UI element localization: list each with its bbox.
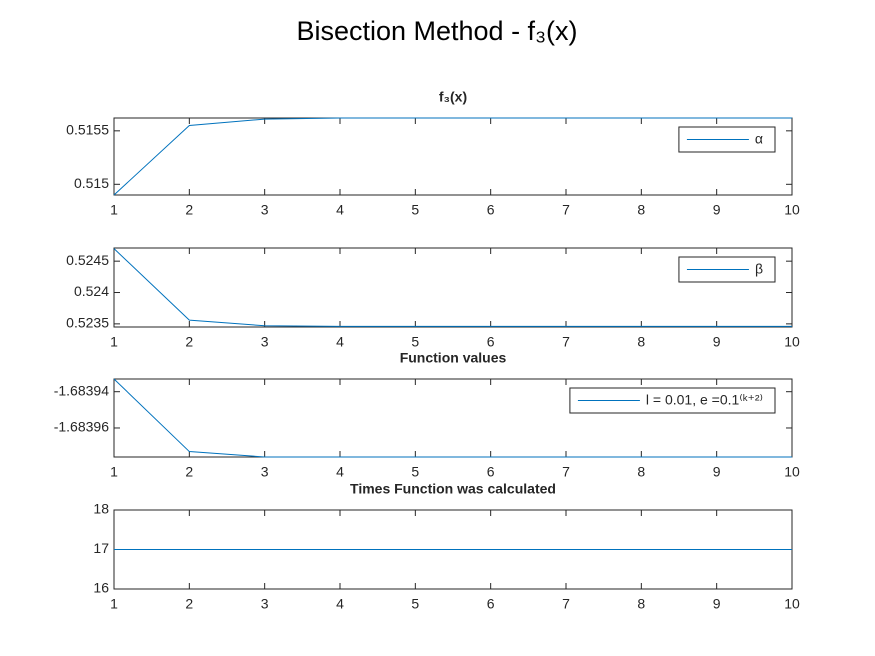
x-tick-label: 6 <box>487 202 495 218</box>
subplot-title: f₃(x) <box>439 89 467 105</box>
data-line <box>113 117 792 196</box>
x-tick-label: 10 <box>784 596 800 612</box>
x-tick-label: 2 <box>185 202 193 218</box>
x-tick-label: 1 <box>110 202 118 218</box>
x-tick-label: 4 <box>336 202 344 218</box>
x-tick-label: 8 <box>637 334 645 350</box>
x-tick-label: 10 <box>784 202 800 218</box>
x-tick-label: 5 <box>411 596 419 612</box>
x-tick-label: 3 <box>261 334 269 350</box>
y-tick-label: 0.515 <box>74 175 109 191</box>
x-tick-label: 6 <box>487 596 495 612</box>
x-tick-label: 7 <box>562 464 570 480</box>
x-tick-label: 7 <box>562 596 570 612</box>
x-tick-label: 4 <box>336 464 344 480</box>
x-tick-label: 8 <box>637 202 645 218</box>
legend-label: β <box>755 261 763 277</box>
x-tick-label: 4 <box>336 334 344 350</box>
x-tick-label: 3 <box>261 464 269 480</box>
legend-label: α <box>755 131 763 147</box>
x-tick-label: 1 <box>110 596 118 612</box>
x-tick-label: 8 <box>637 464 645 480</box>
x-tick-label: 6 <box>487 334 495 350</box>
y-tick-label: -1.68396 <box>54 419 109 435</box>
y-tick-label: 0.524 <box>74 283 109 299</box>
x-tick-label: 6 <box>487 464 495 480</box>
x-tick-label: 5 <box>411 334 419 350</box>
x-tick-label: 5 <box>411 464 419 480</box>
y-tick-label: -1.68394 <box>54 382 109 398</box>
x-tick-label: 9 <box>713 596 721 612</box>
x-tick-label: 2 <box>185 464 193 480</box>
y-tick-label: 18 <box>93 501 109 517</box>
y-tick-label: 0.5155 <box>66 122 109 138</box>
x-tick-label: 3 <box>261 596 269 612</box>
x-tick-label: 10 <box>784 464 800 480</box>
data-line <box>113 248 792 327</box>
x-tick-label: 7 <box>562 202 570 218</box>
y-tick-label: 16 <box>93 580 109 596</box>
x-tick-label: 9 <box>713 202 721 218</box>
x-tick-label: 3 <box>261 202 269 218</box>
x-tick-label: 2 <box>185 334 193 350</box>
x-tick-label: 8 <box>637 596 645 612</box>
x-tick-label: 7 <box>562 334 570 350</box>
subplot-title: Times Function was calculated <box>350 481 556 497</box>
y-tick-label: 0.5235 <box>66 315 109 331</box>
x-tick-label: 5 <box>411 202 419 218</box>
subplot-title: Function values <box>400 350 507 366</box>
x-tick-label: 10 <box>784 334 800 350</box>
x-tick-label: 1 <box>110 334 118 350</box>
y-tick-label: 17 <box>93 540 109 556</box>
data-line <box>113 378 792 458</box>
figure-title: Bisection Method - f₃(x) <box>296 16 577 46</box>
legend-label: l = 0.01, e =0.1⁽ᵏ⁺²⁾ <box>646 392 763 408</box>
x-tick-label: 2 <box>185 596 193 612</box>
x-tick-label: 9 <box>713 334 721 350</box>
x-tick-label: 9 <box>713 464 721 480</box>
x-tick-label: 4 <box>336 596 344 612</box>
y-tick-label: 0.5245 <box>66 252 109 268</box>
x-tick-label: 1 <box>110 464 118 480</box>
